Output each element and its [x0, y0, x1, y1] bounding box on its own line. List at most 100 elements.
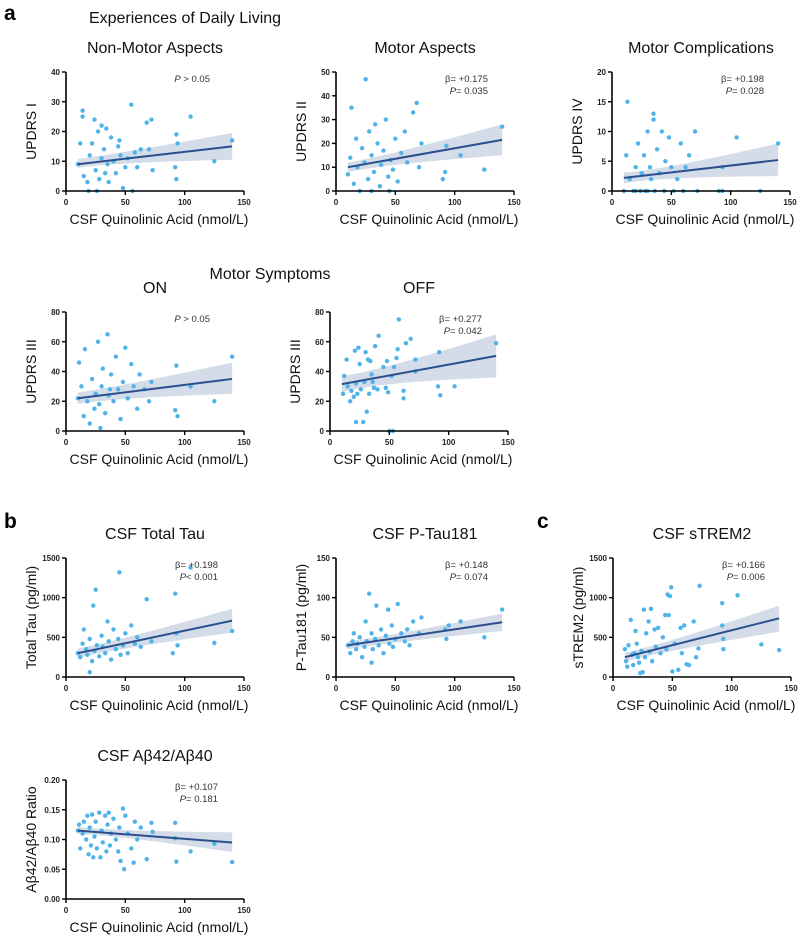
- data-point: [458, 619, 463, 624]
- data-point: [366, 391, 372, 397]
- data-point: [146, 399, 152, 404]
- data-point: [105, 822, 110, 827]
- y-tick-label: 40: [315, 368, 324, 377]
- data-point: [91, 855, 96, 860]
- confidence-band: [77, 132, 233, 168]
- data-point: [212, 399, 217, 404]
- y-tick-label: 10: [597, 128, 606, 137]
- data-point: [99, 384, 104, 389]
- y-tick-label: 0.00: [44, 895, 60, 904]
- data-point: [107, 843, 113, 848]
- data-point: [89, 658, 95, 664]
- p-value-annotation: P= 0.035: [450, 86, 488, 97]
- data-point: [144, 856, 149, 862]
- y-axis-label: UPDRS IV: [569, 98, 585, 165]
- data-point: [149, 639, 154, 644]
- data-point: [370, 379, 375, 385]
- data-point: [97, 810, 102, 815]
- data-point: [118, 652, 123, 657]
- x-axis-label: CSF Quinolinic Acid (nmol/L): [340, 697, 519, 713]
- data-point: [117, 138, 122, 143]
- data-point: [135, 635, 140, 640]
- data-point: [229, 354, 235, 359]
- data-point: [188, 565, 193, 570]
- data-point: [340, 391, 346, 397]
- x-tick-label: 100: [448, 198, 462, 207]
- data-point: [362, 644, 367, 650]
- data-point: [372, 636, 378, 642]
- data-point: [129, 623, 134, 628]
- data-point: [146, 147, 152, 152]
- data-point: [353, 647, 359, 652]
- y-tick-label: 0.05: [44, 865, 60, 874]
- data-point: [87, 153, 92, 158]
- data-point: [633, 628, 638, 634]
- data-point: [396, 317, 402, 322]
- p-value-text: = 0.028: [732, 86, 764, 97]
- data-point: [352, 348, 358, 353]
- data-point: [635, 654, 641, 660]
- data-point: [721, 636, 726, 642]
- data-point: [624, 153, 629, 158]
- data-point: [391, 364, 397, 370]
- data-point: [212, 159, 217, 164]
- data-point: [381, 364, 386, 370]
- data-point: [76, 822, 82, 827]
- data-point: [660, 635, 666, 640]
- data-point: [79, 384, 84, 389]
- panel-title: CSF Total Tau: [105, 526, 205, 543]
- scatter-panel: CSF P-Tau181 0 50 100 150 0 50 100 150 CSF Quinol…: [293, 526, 521, 713]
- data-point: [137, 372, 142, 377]
- data-point: [172, 165, 178, 170]
- data-point: [106, 179, 111, 185]
- data-point: [99, 123, 104, 128]
- data-point: [357, 635, 362, 640]
- y-tick-label: 0: [326, 187, 331, 196]
- data-point: [117, 570, 122, 575]
- data-point: [401, 396, 406, 401]
- panel-title: CSF sTREM2: [653, 526, 752, 543]
- data-point: [212, 841, 217, 846]
- regression-line: [77, 145, 233, 166]
- regression-line: [347, 138, 503, 169]
- data-point: [676, 667, 681, 673]
- data-point: [385, 390, 391, 395]
- scatter-panel: ON 0 20 40 60 80 0 50 100 150 CSF Quinolinic Acid …: [23, 280, 251, 467]
- data-point: [144, 597, 149, 602]
- data-point: [419, 615, 424, 620]
- data-point: [135, 837, 140, 842]
- data-point: [121, 867, 127, 872]
- regression-line: [341, 354, 497, 386]
- data-point: [363, 76, 368, 82]
- data-point: [172, 591, 178, 596]
- data-point: [369, 372, 374, 377]
- data-point: [97, 176, 102, 182]
- data-point: [395, 179, 400, 184]
- data-point: [102, 410, 108, 416]
- data-point: [405, 160, 410, 165]
- data-point: [394, 355, 399, 361]
- data-point: [675, 176, 680, 182]
- data-point: [229, 138, 235, 143]
- data-point: [386, 174, 391, 179]
- scatter-panel: Non-Motor Aspects 0 10 20 30 40 0 50 100 150 CSF Q…: [23, 40, 251, 227]
- data-point: [626, 643, 631, 648]
- y-axis-label: Total Tau (pg/ml): [23, 566, 39, 669]
- beta-annotation: β= +0.166: [722, 560, 765, 571]
- beta-annotation: β= +0.148: [445, 560, 488, 571]
- data-point: [693, 654, 699, 660]
- data-point: [414, 100, 419, 106]
- data-point: [149, 117, 154, 122]
- data-point: [381, 651, 386, 656]
- data-point: [150, 829, 155, 834]
- beta-annotation: β= +0.198: [175, 560, 218, 571]
- data-point: [446, 623, 451, 628]
- data-point: [170, 651, 175, 656]
- data-point: [123, 345, 128, 350]
- y-tick-label: 80: [315, 308, 324, 317]
- data-point: [653, 644, 658, 650]
- data-point: [721, 647, 726, 652]
- data-point: [353, 419, 359, 425]
- data-point: [99, 156, 104, 161]
- y-tick-label: 0: [56, 673, 61, 682]
